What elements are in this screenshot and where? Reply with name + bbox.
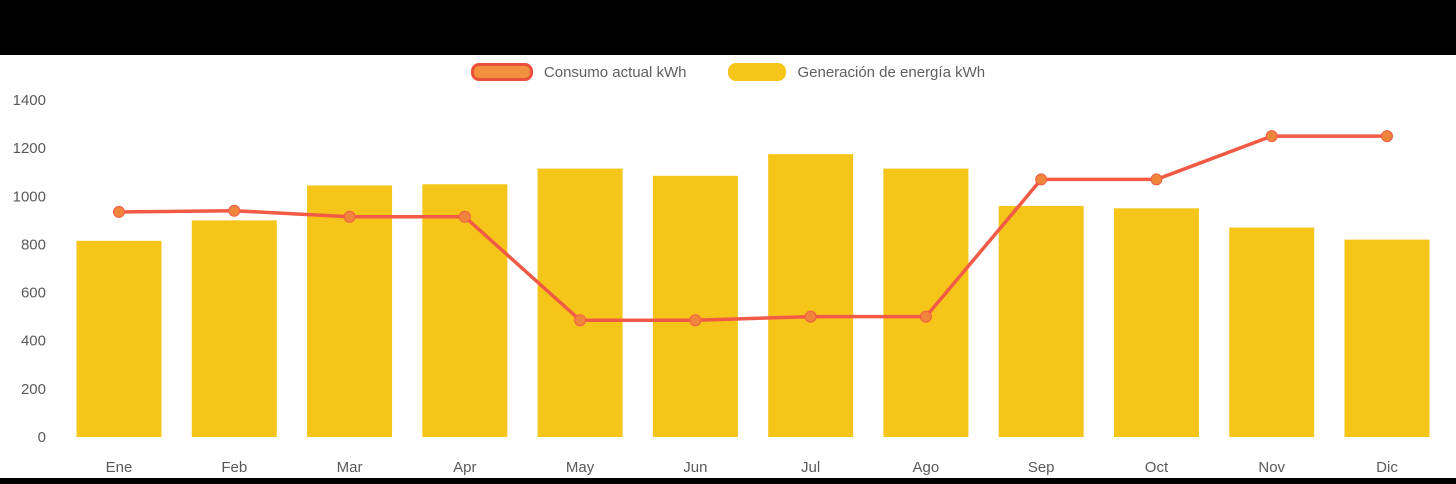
consumo-line [117,134,1389,323]
x-tick-label-Dic: Dic [1376,459,1398,476]
y-tick-label: 600 [21,285,46,302]
line-marker-Ene [113,205,125,218]
bar-Nov [1229,227,1315,437]
line-marker-Nov [1265,130,1278,143]
x-tick-label-Mar: Mar [337,459,363,476]
bar-Mar [307,185,393,437]
consumo-swatch-icon [470,63,533,81]
legend-item-consumo: Consumo actual kWh [470,63,687,81]
bar-Feb [191,220,277,437]
x-tick-label-May: May [566,459,595,476]
x-tick-label-Oct: Oct [1145,459,1169,476]
x-tick-label-Jun: Jun [683,459,707,476]
y-tick-label: 1400 [13,92,46,109]
y-tick-label: 800 [21,236,46,253]
x-tick-label-Ene: Ene [106,459,133,476]
legend-item-generacion: Generación de energía kWh [728,63,985,81]
x-tick-label-Nov: Nov [1258,459,1285,476]
y-tick-label: 400 [21,333,46,350]
x-tick-label-Ago: Ago [913,459,940,476]
line-marker-Sep [1035,173,1048,186]
line-marker-Ago [919,310,932,323]
bar-Oct [1113,208,1199,437]
line-marker-May [574,314,587,327]
bar-Jul [768,154,854,437]
legend-label-generacion: Generación de energía kWh [797,63,986,81]
y-tick-label: 0 [38,429,46,446]
y-tick-label: 1200 [13,140,46,157]
x-tick-label-Jul: Jul [801,459,820,476]
chart-area: Consumo actual kWh Generación de energía… [0,55,1456,478]
line-marker-Jun [689,314,702,327]
line-marker-Oct [1150,173,1163,186]
x-tick-label-Apr: Apr [453,459,476,476]
line-marker-Mar [343,210,356,223]
line-marker-Dic [1381,130,1393,143]
bar-Ago [883,168,969,437]
bar-Ene [76,240,162,437]
bar-May [537,168,623,437]
x-tick-label-Feb: Feb [221,459,247,476]
x-tick-label-Sep: Sep [1028,459,1055,476]
y-tick-label: 200 [21,381,46,398]
line-marker-Apr [458,210,471,223]
legend-label-consumo: Consumo actual kWh [543,63,687,81]
bar-Dic [1344,239,1430,437]
line-marker-Jul [804,310,817,323]
generacion-swatch-icon [728,63,787,81]
bar-Apr [422,184,508,437]
chart-legend: Consumo actual kWh Generación de energía… [0,63,1456,81]
bar-Jun [652,175,738,437]
line-marker-Feb [228,204,241,217]
y-tick-label: 1000 [13,188,46,205]
chart-svg: 0 200 400 600 800 1000 1200 1400 Ene Feb Mar Apr May… [13,92,1430,476]
bar-Sep [998,205,1084,437]
